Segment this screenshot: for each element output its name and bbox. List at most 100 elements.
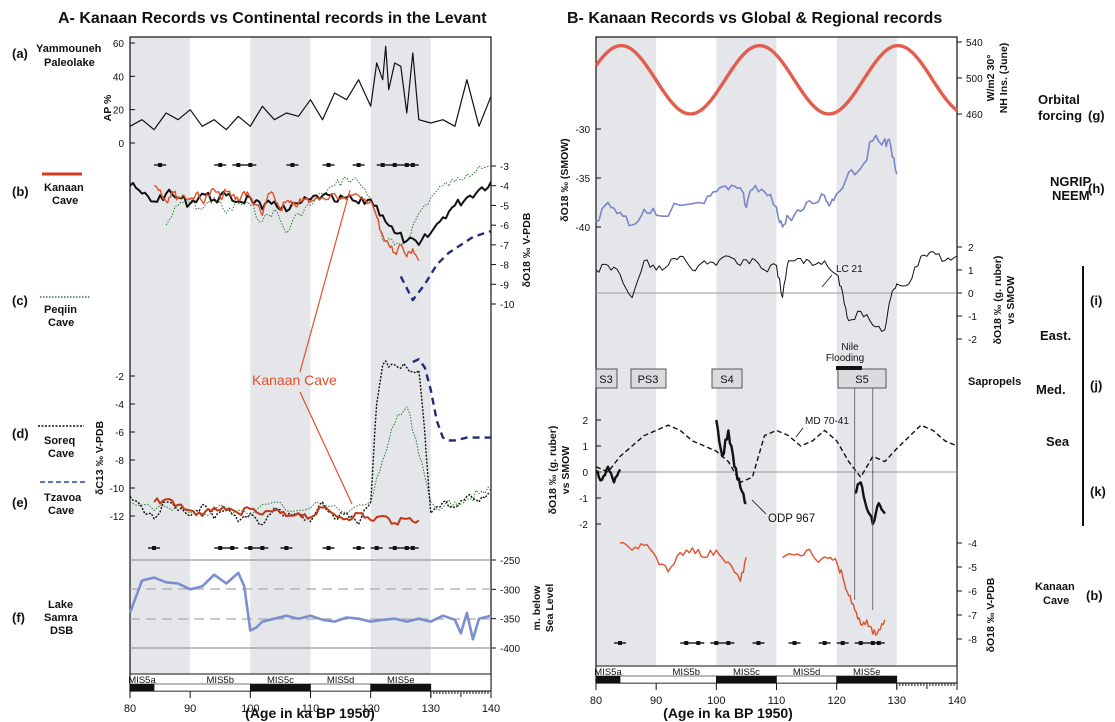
b-shade-bands	[596, 37, 897, 683]
age-error-point	[260, 546, 265, 550]
b-md-tick-label: 1	[582, 442, 588, 453]
a-kanaan-series	[153, 185, 420, 261]
nile-label-1: Nile	[841, 342, 859, 353]
a-ap-tick-label: 0	[118, 139, 124, 150]
a-annotation-arrow-down	[299, 391, 353, 505]
a-sea-tick-label: -300	[500, 585, 520, 596]
b-label-b: (b)	[1086, 588, 1103, 603]
a-ap-tick-label: 60	[113, 39, 125, 50]
a-label-e: (e)	[12, 495, 28, 510]
b-ngrip-tick-label: -30	[576, 125, 591, 136]
a-sea-tick-label: -350	[500, 615, 520, 626]
b-shade-band	[596, 37, 657, 683]
age-error-point	[858, 641, 863, 645]
a-yammouneh-series	[129, 45, 492, 131]
b-odp-series-b	[715, 419, 747, 505]
age-error-point	[392, 163, 397, 167]
age-error-point	[248, 546, 253, 550]
a-o18-tick-label: -5	[500, 201, 509, 212]
age-error-point	[230, 546, 235, 550]
age-error-point	[756, 641, 761, 645]
b-sea-label-3: Sea	[1046, 434, 1070, 449]
x-tick-label: 100	[707, 695, 725, 707]
sapropel-s4-label: S4	[720, 374, 733, 386]
a-kanaan-annotation: Kanaan Cave	[252, 372, 337, 388]
b-md-tick-label: 0	[582, 468, 588, 479]
a-ap-tick-label: 20	[113, 106, 125, 117]
b-lc21-axis-label-2: vs SMOW	[1005, 276, 1017, 325]
b-lc21-tick-label: 2	[968, 243, 974, 254]
mis-stage-label: MIS5b	[673, 667, 700, 678]
b-odp-series-a	[595, 465, 622, 484]
x-tick-label: 80	[124, 703, 136, 715]
b-md-leader	[795, 427, 804, 438]
panel-b: 540 500 460 -30 -35 -40 2 1 0 -1 -2 2 1 0 -1 -2 -4 -5 -6 -7…	[547, 36, 1106, 721]
b-kanaan-tick-label: -7	[968, 611, 977, 622]
age-error-point	[326, 163, 331, 167]
mis-stage-label: MIS5e	[387, 675, 414, 686]
a-sea-axis-label-2: Sea Level	[544, 584, 556, 633]
age-error-point	[284, 546, 289, 550]
age-error-point	[726, 641, 731, 645]
a-annotation-arrow-up	[299, 189, 351, 373]
age-error-point	[822, 641, 827, 645]
a-label-f: (f)	[12, 610, 25, 625]
a-yammouneh-label-2: Paleolake	[44, 57, 95, 69]
b-orbital-axis-label-2: NH Ins. (June)	[998, 43, 1010, 114]
a-o18-axis-label: δO18 ‰ V-PDB	[521, 212, 533, 287]
b-ngrip-series	[595, 134, 898, 228]
a-samra-label-2: Samra	[44, 612, 79, 624]
panel-b-title: B- Kanaan Records vs Global & Regional r…	[567, 10, 942, 27]
a-kanaan-c13-series	[153, 497, 420, 526]
a-tzavoa-label-2: Cave	[48, 505, 74, 517]
x-tick-label: 80	[590, 695, 602, 707]
b-sapropels-label: Sapropels	[968, 376, 1021, 388]
b-label-g: (g)	[1088, 108, 1105, 123]
sapropel-s3-box	[595, 368, 618, 389]
age-error-point	[684, 641, 689, 645]
b-label-k: (k)	[1090, 484, 1106, 499]
a-soreq-label-2: Cave	[48, 448, 74, 460]
x-tick-label: 130	[422, 703, 440, 715]
age-error-point	[218, 546, 223, 550]
mis-stage-label: MIS5a	[594, 667, 622, 678]
age-error-point	[326, 546, 331, 550]
a-age-error-bars	[148, 163, 419, 550]
b-lc21-label: LC 21	[836, 264, 863, 275]
a-samra-label-3: DSB	[50, 625, 73, 637]
a-o18-tick-label: -4	[500, 182, 509, 193]
b-age-error-bars	[614, 641, 885, 645]
b-md-tick-label: 2	[582, 416, 588, 427]
age-error-point	[870, 641, 875, 645]
b-odp-leader	[751, 499, 767, 515]
b-ngrip-tick-label: -40	[576, 223, 591, 234]
mis-stage-block	[153, 683, 251, 692]
a-samra-label-1: Lake	[48, 599, 73, 611]
b-kanaan-tick-label: -5	[968, 563, 977, 574]
b-lc21-leader	[821, 274, 833, 288]
b-label-i: (i)	[1090, 293, 1102, 308]
a-c13-tick-label: -4	[115, 400, 124, 411]
b-orbital-axis-label-1: W/m2 30°	[985, 55, 997, 102]
nile-label-2: Flooding	[826, 353, 864, 364]
mis-stage-label: MIS5d	[327, 675, 354, 686]
x-tick-label: 120	[361, 703, 379, 715]
age-error-point	[792, 641, 797, 645]
x-tick-label: 120	[827, 695, 845, 707]
a-c13-axis-label: δC13 ‰ V-PDB	[94, 421, 106, 495]
panel-a-title: A- Kanaan Records vs Continental records…	[58, 10, 487, 27]
b-mis-bar: MIS5a MIS5b MIS5c MIS5d MIS5e 80 90 100 110 120 13…	[590, 665, 966, 707]
b-orbital-series	[594, 44, 959, 116]
b-kanaan-tick-label: -8	[968, 635, 977, 646]
b-kanaan-label-1: Kanaan	[1035, 581, 1075, 593]
sapropel-ps3-label: PS3	[638, 374, 659, 386]
a-o18-tick-label: -7	[500, 241, 509, 252]
a-c13-tick-label: -6	[115, 428, 124, 439]
b-x-axis-label: (Age in ka BP 1950)	[663, 705, 793, 721]
age-error-point	[410, 546, 415, 550]
a-o18-tick-label: -9	[500, 280, 509, 291]
sapropel-s5-label: S5	[855, 374, 868, 386]
b-orbital-tick-label: 540	[966, 38, 983, 49]
a-kanaan-label-1: Kanaan	[44, 182, 84, 194]
mis-stage-block	[370, 683, 432, 692]
